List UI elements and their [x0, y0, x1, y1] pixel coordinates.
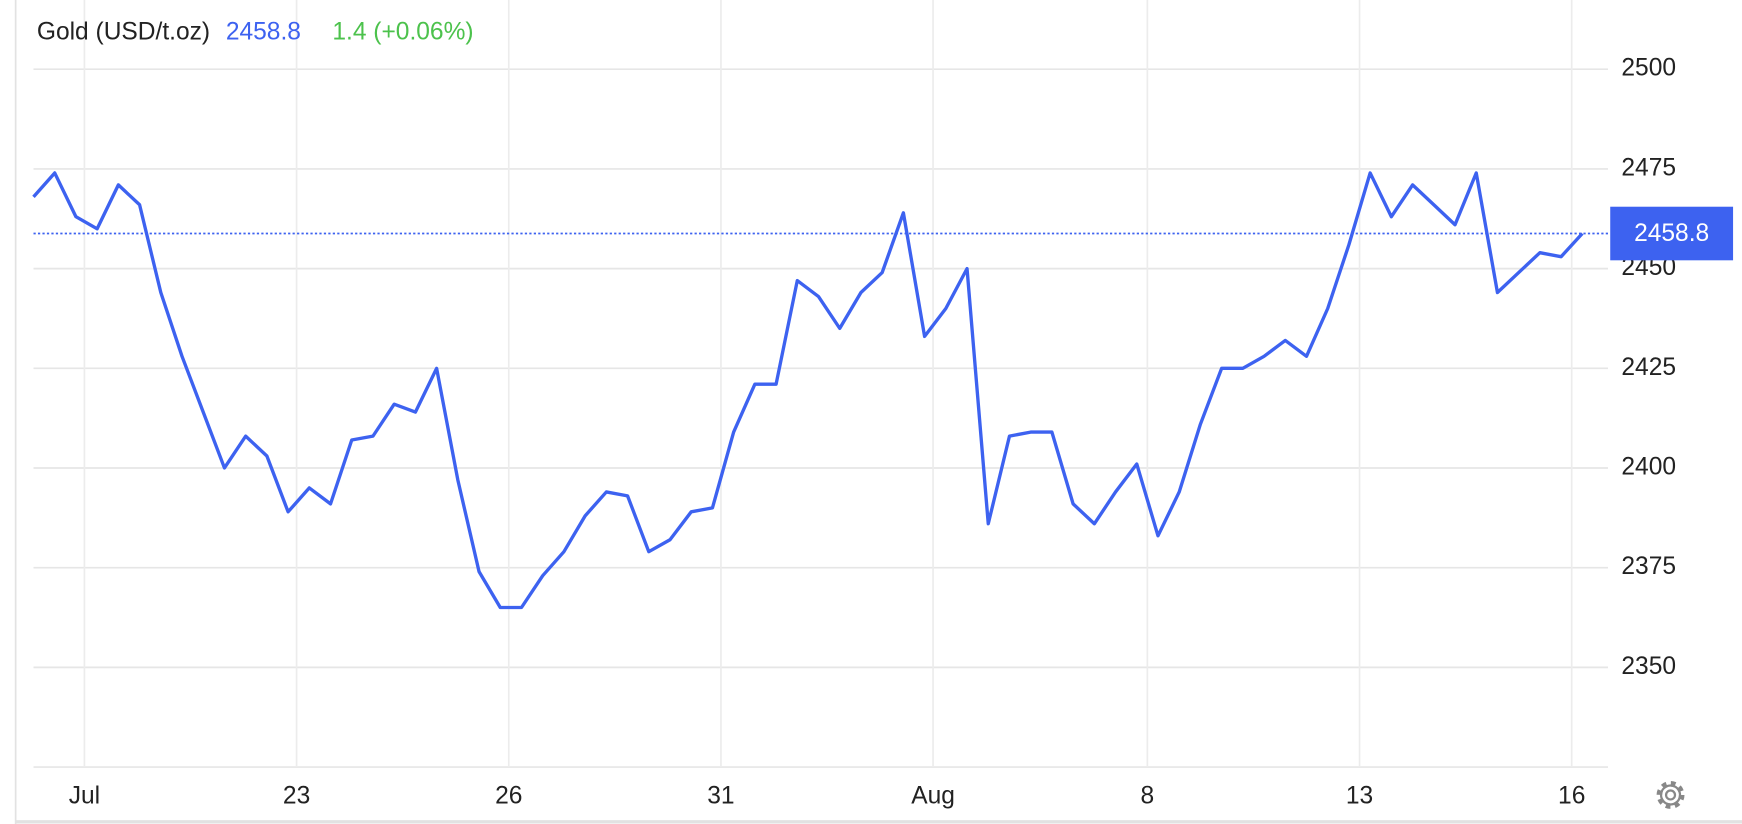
- x-tick-label: 26: [495, 783, 522, 810]
- y-tick-label: 2400: [1621, 453, 1676, 480]
- last-price: 2458.8: [226, 19, 301, 46]
- y-tick-label: 2475: [1621, 154, 1676, 181]
- y-tick-label: 2500: [1621, 55, 1676, 82]
- last-price-badge: [1610, 206, 1734, 261]
- y-tick-label: 2375: [1621, 553, 1676, 580]
- price-line: [32, 171, 1584, 610]
- gear-body: [1659, 784, 1682, 806]
- x-tick-label: 23: [283, 783, 310, 810]
- x-tick-label: 31: [707, 783, 734, 810]
- x-tick-label: 13: [1346, 783, 1373, 810]
- y-tick-label: 2425: [1621, 354, 1676, 381]
- last-price-badge-label: 2458.8: [1634, 220, 1709, 247]
- gear-teeth: [1656, 781, 1685, 809]
- gear-hole: [1664, 789, 1677, 801]
- y-tick-label: 2350: [1621, 653, 1676, 680]
- settings-icon[interactable]: [1656, 781, 1685, 809]
- x-tick-label: Jul: [69, 783, 100, 810]
- plot: [32, 171, 1608, 610]
- header: Gold (USD/t.oz) 2458.8 1.4 (+0.06%): [37, 19, 474, 46]
- change: 1.4 (+0.06%): [332, 19, 473, 46]
- x-tick-label: 16: [1558, 783, 1585, 810]
- x-tick-label: Aug: [911, 783, 955, 810]
- grid: [33, 0, 1608, 768]
- chart-title: Gold (USD/t.oz): [37, 19, 210, 46]
- x-tick-label: 8: [1141, 783, 1155, 810]
